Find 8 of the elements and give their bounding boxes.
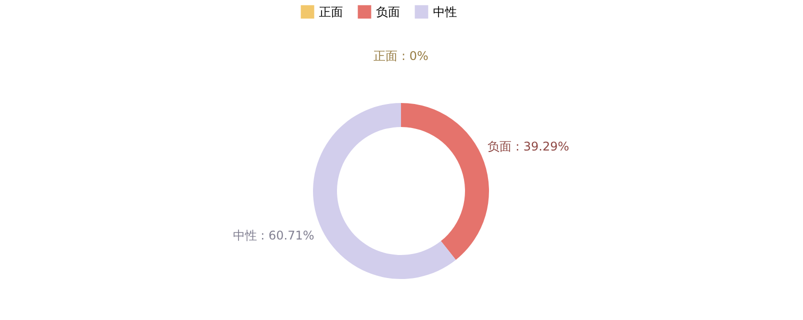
data-label: 中性 : 60.71% xyxy=(232,228,314,243)
data-label: 负面 : 39.29% xyxy=(488,139,570,154)
text: 正面 : 0% xyxy=(374,49,428,63)
donut-slice xyxy=(401,103,489,260)
legend-label: 正面 xyxy=(319,4,343,19)
donut-slice xyxy=(313,103,456,279)
legend-label: 负面 xyxy=(376,4,400,19)
legend-label: 中性 xyxy=(433,4,457,19)
